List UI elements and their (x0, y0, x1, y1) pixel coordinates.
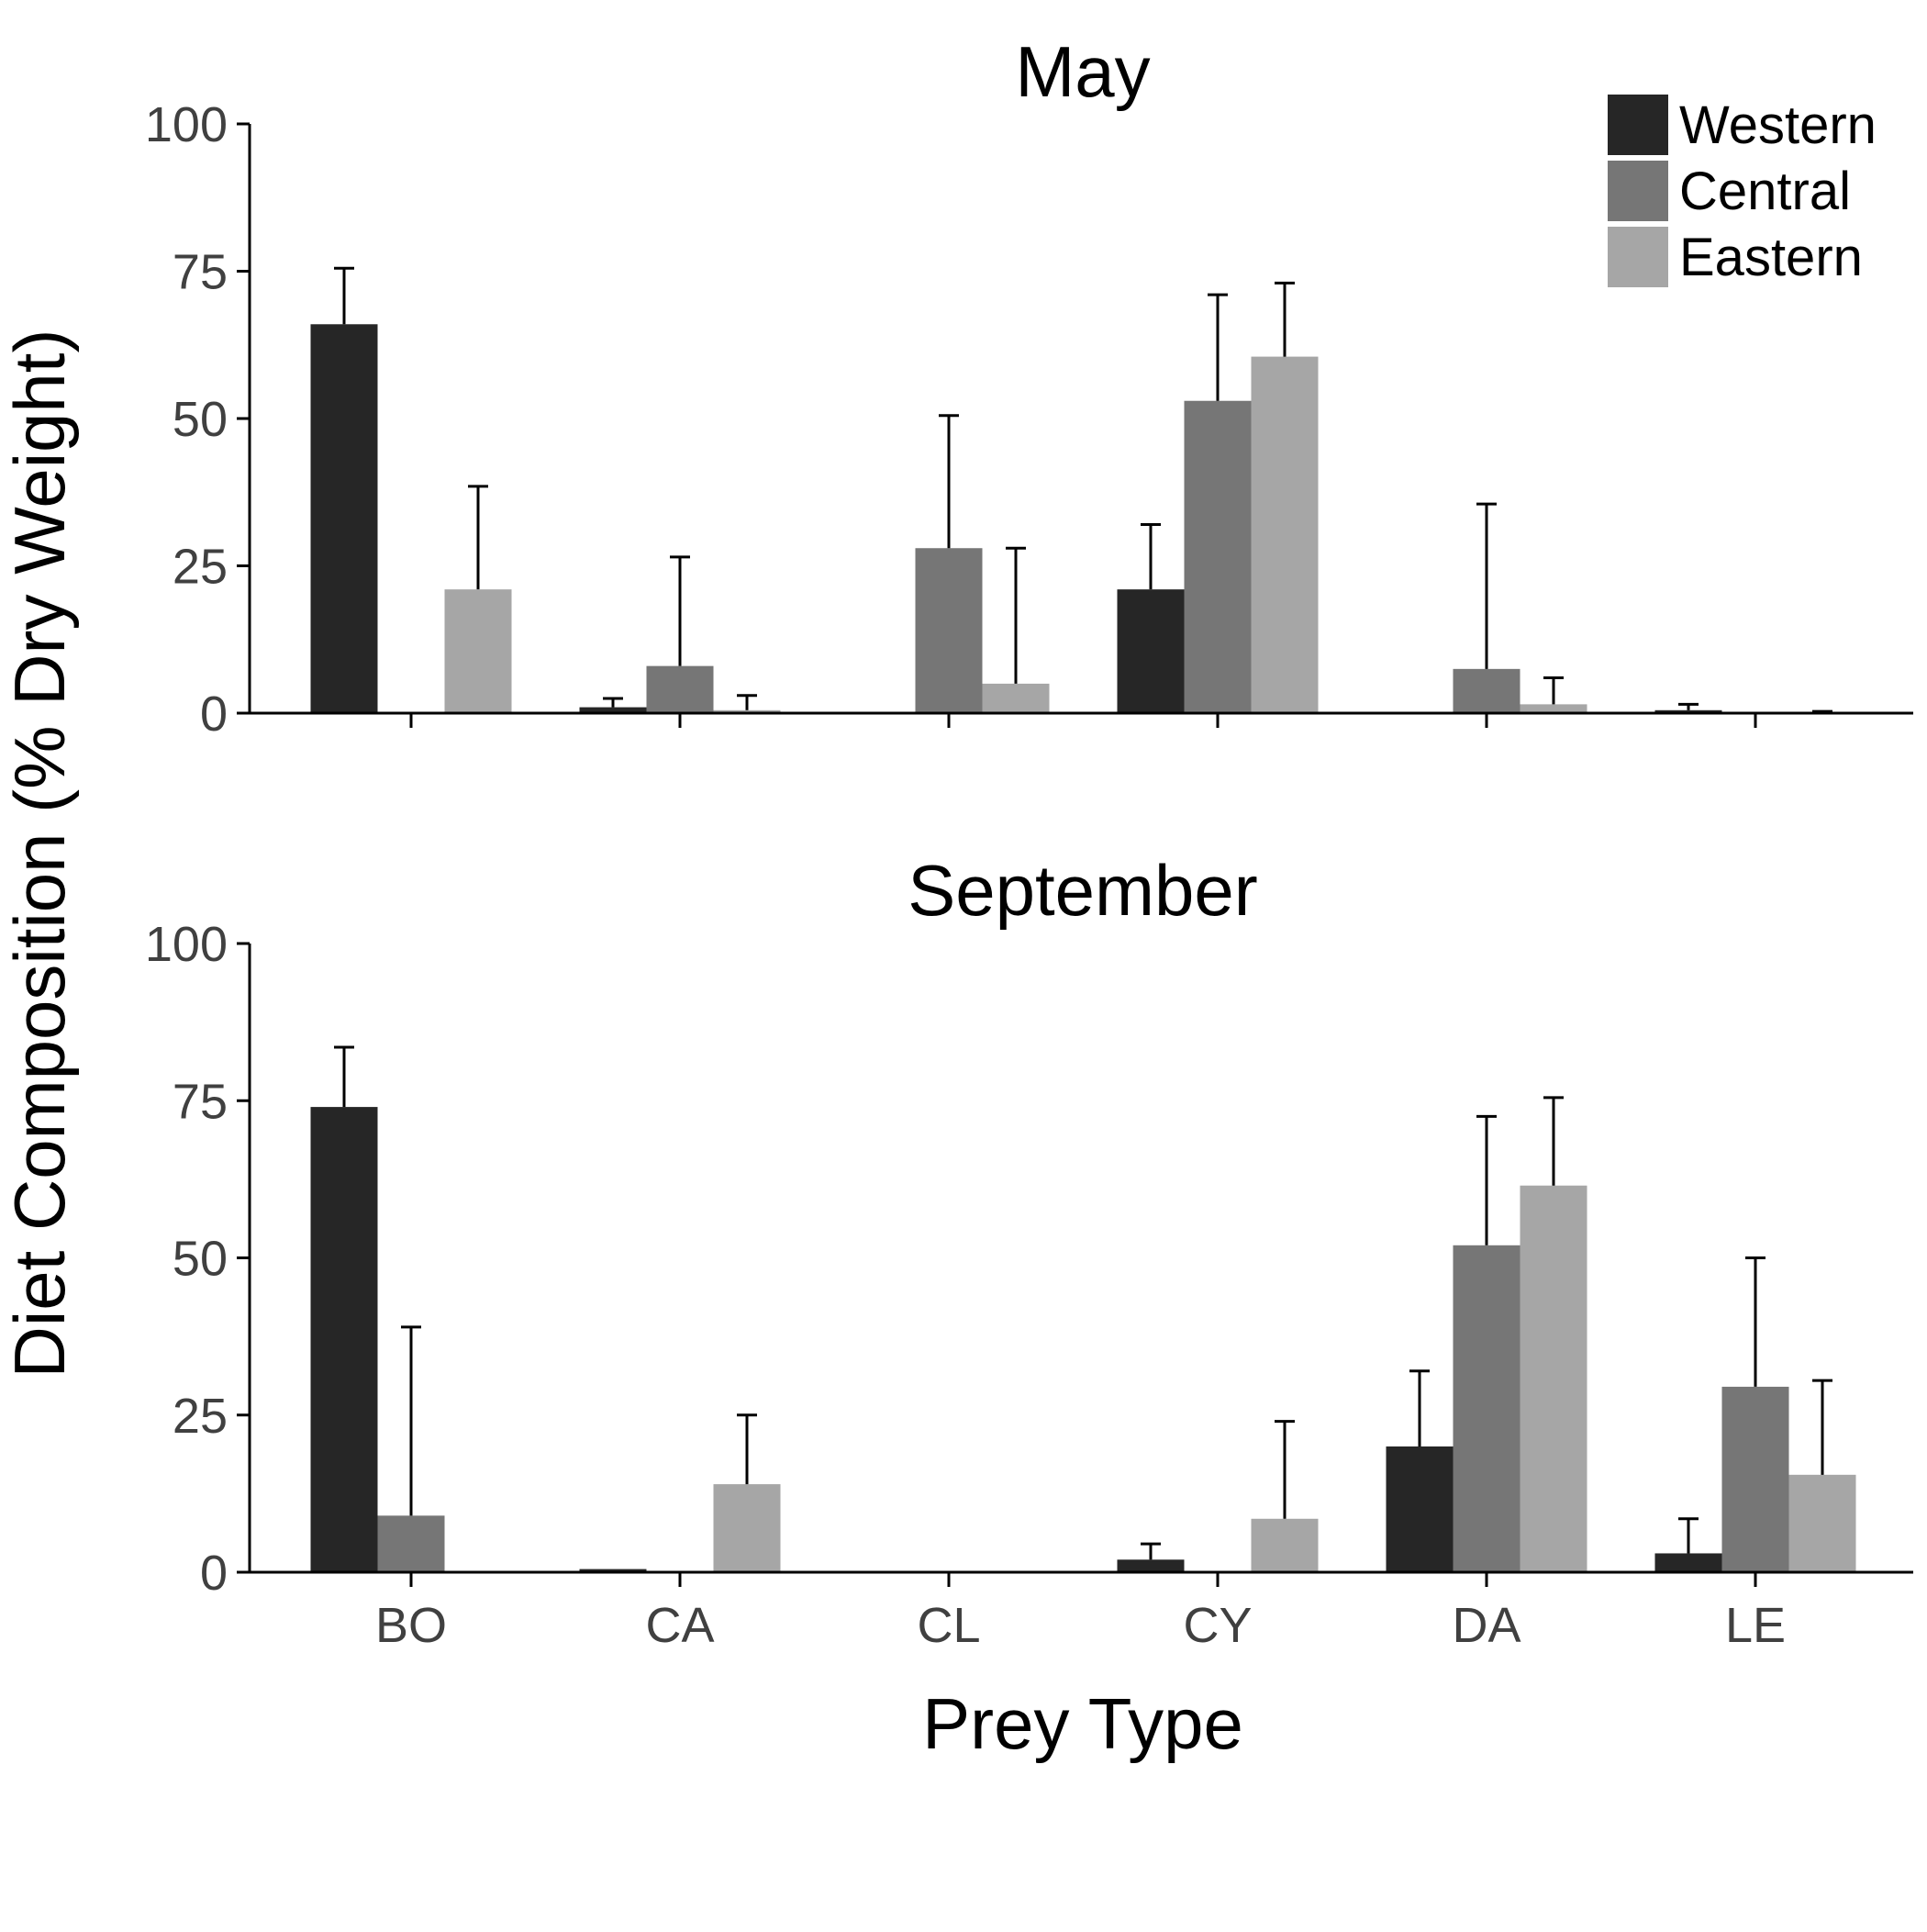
bar-eastern-cl (982, 683, 1050, 713)
legend-swatch-central (1608, 161, 1668, 221)
bar-eastern-cy (1251, 356, 1319, 713)
bar-central-ca (646, 665, 714, 713)
bar-western-bo (310, 1107, 378, 1572)
bar-eastern-ca (713, 1484, 781, 1572)
bar-central-da (1453, 668, 1520, 713)
y-tick-label: 50 (173, 1232, 228, 1287)
y-tick-label: 100 (145, 917, 228, 972)
y-tick-label: 75 (173, 1074, 228, 1129)
panel-title: September (908, 850, 1258, 931)
bar-western-da (1386, 1446, 1454, 1572)
y-axis-title: Diet Composition (% Dry Weight) (0, 329, 80, 1379)
y-tick-label: 25 (173, 540, 228, 595)
x-tick-label: CL (917, 1598, 980, 1653)
bar-central-bo (377, 1515, 445, 1572)
x-tick-label: BO (375, 1598, 447, 1653)
bar-western-bo (310, 324, 378, 713)
panel-september: September 0 25 50 75 100 BO CA CL CY DA LE (145, 850, 1913, 1653)
y-tick-label: 0 (200, 687, 228, 742)
bar-western-cy (1117, 1559, 1185, 1572)
x-tick-label: LE (1725, 1598, 1786, 1653)
legend-swatch-western (1608, 95, 1668, 155)
y-tick-label: 0 (200, 1546, 228, 1601)
bar-eastern-le (1788, 1474, 1856, 1572)
bar-western-le (1654, 1553, 1722, 1572)
legend: Western Central Eastern (1608, 95, 1877, 287)
bar-eastern-da (1520, 704, 1587, 713)
bar-western-cy (1117, 589, 1185, 713)
bar-eastern-da (1520, 1185, 1587, 1572)
legend-label-eastern: Eastern (1679, 228, 1863, 287)
y-tick-label: 100 (145, 97, 228, 152)
chart-panels: May 0 25 50 75 100 September 0 25 50 75 100 BO CA CL CY… (145, 31, 1913, 1653)
bar-central-le (1721, 1386, 1789, 1572)
y-tick-label: 50 (173, 392, 228, 447)
legend-label-western: Western (1679, 95, 1877, 155)
bar-central-cy (1184, 400, 1252, 713)
bar-central-cl (915, 548, 983, 713)
panel-title: May (1015, 31, 1150, 112)
y-tick-label: 75 (173, 245, 228, 300)
legend-label-central: Central (1679, 162, 1851, 221)
x-axis-title: Prey Type (922, 1683, 1243, 1764)
bar-eastern-ca (713, 709, 781, 713)
bar-western-ca (579, 707, 647, 713)
bar-eastern-cy (1251, 1518, 1319, 1572)
x-tick-label: DA (1452, 1598, 1520, 1653)
bar-eastern-bo (444, 589, 512, 713)
panel-may: May 0 25 50 75 100 (145, 31, 1913, 742)
bar-central-da (1453, 1245, 1520, 1572)
bar-western-ca (579, 1569, 647, 1572)
legend-swatch-eastern (1608, 227, 1668, 287)
x-tick-label: CY (1183, 1598, 1252, 1653)
bar-western-le (1654, 709, 1722, 713)
y-tick-label: 25 (173, 1389, 228, 1444)
x-tick-label: CA (645, 1598, 714, 1653)
